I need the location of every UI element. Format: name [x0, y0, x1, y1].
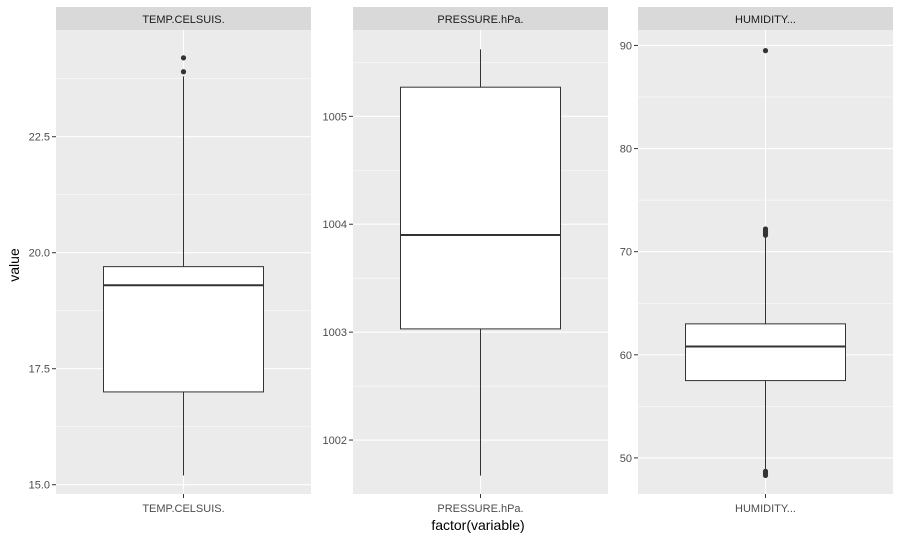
iqr-box [103, 266, 264, 393]
facet-strip-label: PRESSURE.hPa. [437, 14, 523, 26]
iqr-box [400, 86, 561, 330]
y-tick-label: 17.5 [29, 364, 50, 376]
y-tick-label: 90 [620, 40, 632, 52]
y-tick-label: 1004 [323, 219, 347, 231]
y-tick-label: 1002 [323, 435, 347, 447]
y-tick-label: 60 [620, 350, 632, 362]
panels-layer: TEMP.CELSUIS. 15.0 17.5 20.0 22.5 TEMP.CELSUI… [29, 7, 893, 515]
outlier-point [180, 55, 187, 61]
outlier-point [762, 468, 769, 474]
y-tick-label: 1005 [323, 111, 347, 123]
facet-strip [353, 7, 608, 30]
y-tick-label: 22.5 [29, 132, 50, 144]
y-tick-label: 70 [620, 247, 632, 259]
facet-strip-label: TEMP.CELSUIS. [142, 14, 224, 26]
x-axis-title: factor(variable) [431, 517, 524, 533]
facet-strip [638, 7, 893, 30]
y-axis-title: value [6, 248, 22, 282]
outlier-point [762, 48, 769, 54]
y-tick-label: 80 [620, 144, 632, 156]
facet-strip-label: HUMIDITY... [735, 14, 796, 26]
panel-3: HUMIDITY... 50 60 70 80 90 HUMIDITY... [620, 7, 893, 515]
y-tick-label: 20.0 [29, 248, 50, 260]
x-tick-label: PRESSURE.hPa. [437, 503, 523, 515]
outlier-point [762, 226, 769, 232]
panel-2: PRESSURE.hPa. 1002 1003 1004 1005 PRESSURE.hP… [323, 7, 608, 515]
x-tick-label: TEMP.CELSUIS. [142, 503, 224, 515]
y-tick-label: 50 [620, 453, 632, 465]
x-tick-label: HUMIDITY... [735, 503, 796, 515]
panel-1: TEMP.CELSUIS. 15.0 17.5 20.0 22.5 TEMP.CELSUI… [29, 7, 311, 515]
y-tick-label: 15.0 [29, 480, 50, 492]
y-tick-label: 1003 [323, 327, 347, 339]
outlier-point [180, 69, 187, 75]
iqr-box [685, 323, 846, 382]
facet-strip [56, 7, 311, 30]
